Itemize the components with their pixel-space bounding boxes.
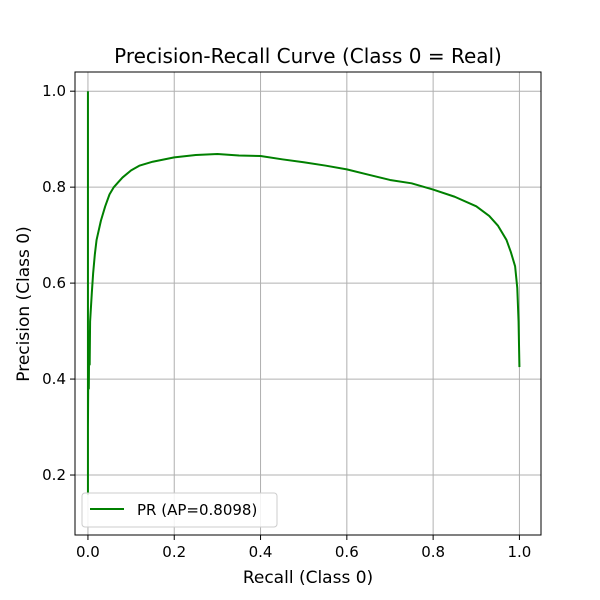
series-line-pr — [86, 91, 521, 496]
series-group — [86, 91, 521, 496]
legend-label-pr: PR (AP=0.8098) — [137, 501, 257, 519]
x-tick-label: 0.4 — [249, 543, 273, 561]
x-tick-label: 1.0 — [507, 543, 531, 561]
plot-area-frame — [74, 71, 542, 536]
x-tick-label: 0.2 — [162, 543, 186, 561]
legend-box — [81, 492, 278, 528]
y-tick-label: 0.8 — [42, 178, 66, 196]
grid-lines — [75, 72, 541, 535]
chart-title: Precision-Recall Curve (Class 0 = Real) — [114, 44, 502, 68]
y-axis-label: Precision (Class 0) — [14, 226, 34, 381]
axis-ticks: 0.0 0.2 0.4 0.6 0.8 1.0 0.2 0.4 0.6 0.8 1.0 — [42, 82, 531, 561]
x-tick-label: 0.6 — [335, 543, 359, 561]
x-tick-label: 0.0 — [76, 543, 100, 561]
y-tick-label: 0.2 — [42, 466, 66, 484]
x-axis-label: Recall (Class 0) — [243, 568, 373, 588]
x-tick-label: 0.8 — [421, 543, 445, 561]
y-tick-label: 1.0 — [42, 82, 66, 100]
y-tick-label: 0.6 — [42, 274, 66, 292]
y-tick-label: 0.4 — [42, 370, 66, 388]
legend: PR (AP=0.8098) — [81, 492, 278, 528]
